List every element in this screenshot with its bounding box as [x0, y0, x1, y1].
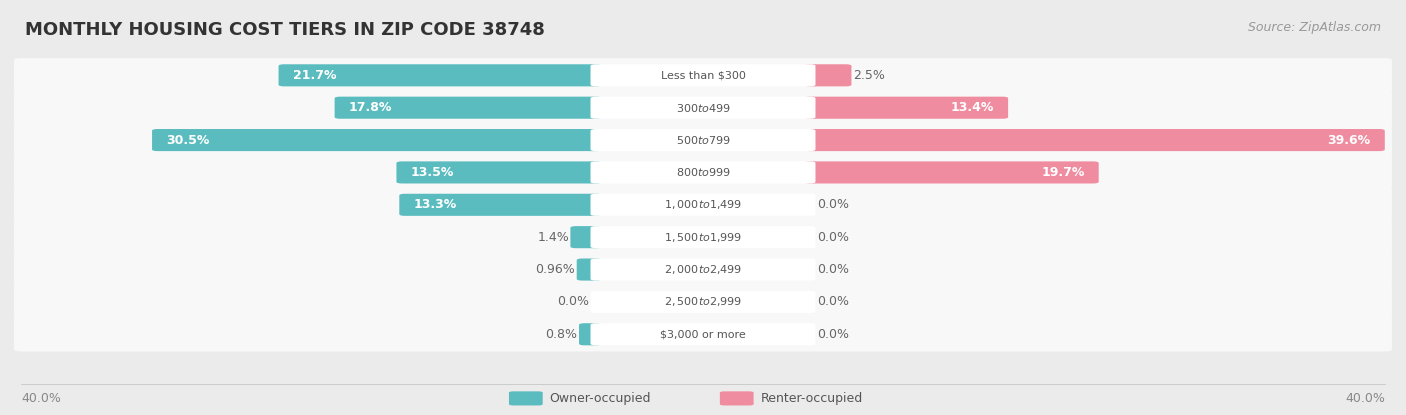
FancyBboxPatch shape [591, 97, 815, 119]
FancyBboxPatch shape [14, 188, 1392, 222]
Text: $3,000 or more: $3,000 or more [661, 329, 745, 339]
FancyBboxPatch shape [804, 129, 1385, 151]
Text: 13.5%: 13.5% [411, 166, 454, 179]
Text: $1,000 to $1,499: $1,000 to $1,499 [664, 198, 742, 211]
Text: 0.0%: 0.0% [557, 295, 589, 308]
FancyBboxPatch shape [804, 64, 852, 86]
FancyBboxPatch shape [399, 194, 602, 216]
Text: 19.7%: 19.7% [1042, 166, 1084, 179]
Text: 0.8%: 0.8% [546, 328, 578, 341]
Text: 0.96%: 0.96% [536, 263, 575, 276]
Text: $800 to $999: $800 to $999 [675, 166, 731, 178]
FancyBboxPatch shape [591, 161, 815, 183]
FancyBboxPatch shape [335, 97, 602, 119]
FancyBboxPatch shape [591, 323, 815, 345]
FancyBboxPatch shape [14, 220, 1392, 254]
Text: 0.0%: 0.0% [817, 231, 849, 244]
FancyBboxPatch shape [14, 90, 1392, 125]
Text: 21.7%: 21.7% [292, 69, 336, 82]
Text: $500 to $799: $500 to $799 [675, 134, 731, 146]
FancyBboxPatch shape [571, 226, 602, 248]
FancyBboxPatch shape [579, 323, 602, 345]
FancyBboxPatch shape [278, 64, 602, 86]
FancyBboxPatch shape [14, 58, 1392, 93]
Text: $300 to $499: $300 to $499 [675, 102, 731, 114]
FancyBboxPatch shape [720, 391, 754, 405]
FancyBboxPatch shape [804, 161, 1098, 183]
FancyBboxPatch shape [14, 317, 1392, 352]
FancyBboxPatch shape [591, 259, 815, 281]
FancyBboxPatch shape [804, 97, 1008, 119]
Text: 17.8%: 17.8% [349, 101, 392, 114]
FancyBboxPatch shape [591, 64, 815, 86]
Text: $2,000 to $2,499: $2,000 to $2,499 [664, 263, 742, 276]
FancyBboxPatch shape [509, 391, 543, 405]
Text: 40.0%: 40.0% [1346, 392, 1385, 405]
Text: Renter-occupied: Renter-occupied [761, 392, 863, 405]
Text: 0.0%: 0.0% [817, 328, 849, 341]
FancyBboxPatch shape [396, 161, 602, 183]
Text: Owner-occupied: Owner-occupied [550, 392, 651, 405]
Text: 0.0%: 0.0% [817, 263, 849, 276]
FancyBboxPatch shape [152, 129, 602, 151]
Text: 0.0%: 0.0% [817, 198, 849, 211]
Text: 0.0%: 0.0% [817, 295, 849, 308]
FancyBboxPatch shape [576, 259, 602, 281]
FancyBboxPatch shape [14, 252, 1392, 287]
Text: 13.3%: 13.3% [413, 198, 457, 211]
Text: 39.6%: 39.6% [1327, 134, 1371, 146]
FancyBboxPatch shape [591, 226, 815, 248]
Text: 30.5%: 30.5% [166, 134, 209, 146]
FancyBboxPatch shape [14, 123, 1392, 157]
Text: $2,500 to $2,999: $2,500 to $2,999 [664, 295, 742, 308]
FancyBboxPatch shape [591, 291, 815, 313]
Text: 2.5%: 2.5% [853, 69, 884, 82]
FancyBboxPatch shape [591, 194, 815, 216]
Text: Less than $300: Less than $300 [661, 70, 745, 81]
Text: 13.4%: 13.4% [950, 101, 994, 114]
Text: MONTHLY HOUSING COST TIERS IN ZIP CODE 38748: MONTHLY HOUSING COST TIERS IN ZIP CODE 3… [25, 21, 546, 39]
Text: 40.0%: 40.0% [21, 392, 60, 405]
Text: 1.4%: 1.4% [537, 231, 569, 244]
Text: $1,500 to $1,999: $1,500 to $1,999 [664, 231, 742, 244]
Text: Source: ZipAtlas.com: Source: ZipAtlas.com [1247, 21, 1381, 34]
FancyBboxPatch shape [14, 285, 1392, 319]
FancyBboxPatch shape [591, 129, 815, 151]
FancyBboxPatch shape [14, 155, 1392, 190]
